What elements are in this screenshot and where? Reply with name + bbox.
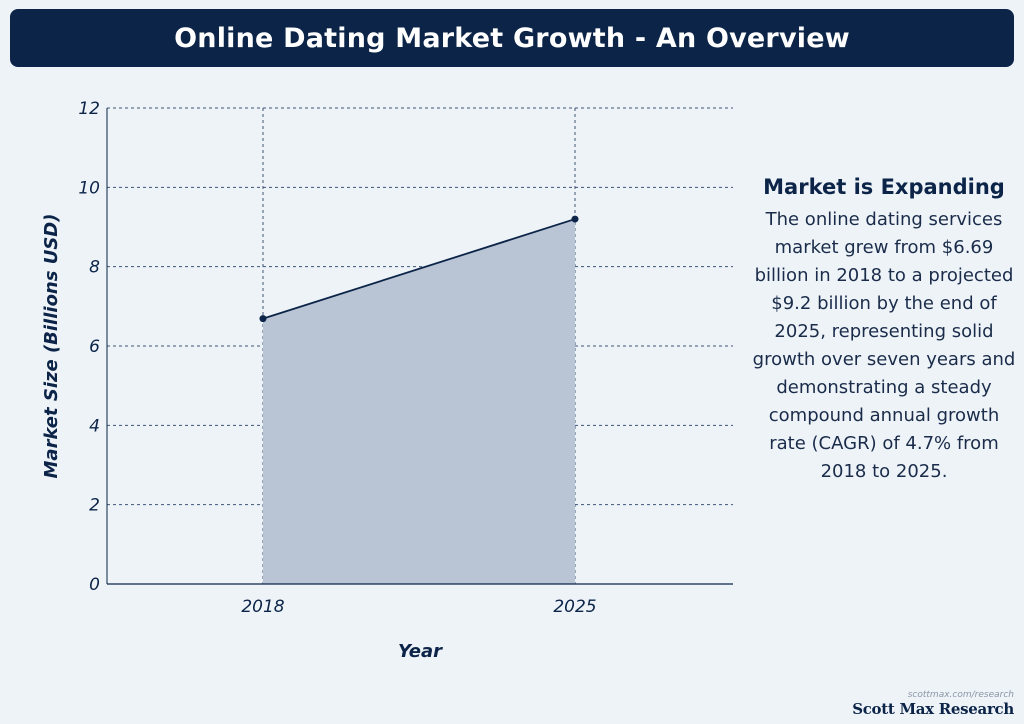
axes	[106, 108, 733, 585]
series-line	[262, 218, 576, 320]
area-fill	[263, 219, 575, 585]
y-axis-title: Market Size (Billions USD)	[41, 214, 62, 479]
insight-body: The online dating services market grew f…	[752, 209, 1016, 482]
chart-title: Online Dating Market Growth - An Overvie…	[174, 22, 850, 54]
data-point	[571, 215, 579, 223]
area-chart: 0 2 4 6 8 10 12 2018 2025 Year Market Size (Bill…	[41, 99, 733, 662]
x-axis-title: Year	[398, 641, 443, 662]
tick-labels: 0 2 4 6 8 10 12 2018 2025	[78, 99, 596, 617]
x-tick-label: 2025	[553, 597, 596, 617]
x-tick-label: 2018	[241, 597, 284, 617]
footer-url: scottmax.com/research	[907, 690, 1014, 700]
insight-heading: Market is Expanding	[763, 175, 1005, 199]
y-tick-label: 6	[89, 337, 100, 357]
y-tick-label: 8	[89, 258, 100, 278]
y-tick-label: 12	[78, 99, 100, 119]
series-area	[259, 215, 579, 585]
brand-logo: Scott Max Research	[852, 700, 1014, 718]
y-tick-label: 2	[89, 496, 100, 516]
data-point	[259, 315, 267, 323]
title-banner: Online Dating Market Growth - An Overvie…	[10, 9, 1014, 67]
insight-panel: Market is Expanding The online dating se…	[752, 172, 1016, 486]
y-tick-label: 4	[89, 416, 100, 436]
footer: scottmax.com/research Scott Max Research	[852, 690, 1014, 718]
y-tick-label: 0	[89, 575, 100, 595]
y-tick-label: 10	[78, 178, 100, 198]
